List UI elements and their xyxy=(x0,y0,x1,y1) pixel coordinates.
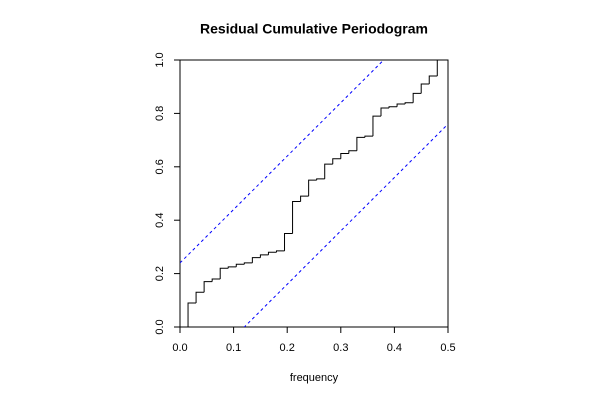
step xyxy=(292,201,301,234)
step xyxy=(251,257,261,263)
y-tick-label: 0.4 xyxy=(154,213,166,228)
y-tick-label: 0.6 xyxy=(154,159,166,174)
step xyxy=(219,267,229,279)
step xyxy=(404,102,414,105)
x-tick-label: 0.5 xyxy=(440,342,455,354)
step xyxy=(324,163,333,179)
x-tick-label: 0.2 xyxy=(280,342,295,354)
confidence-line xyxy=(243,123,448,327)
chart-title: Residual Cumulative Periodogram xyxy=(200,21,428,37)
x-tick-label: 0.4 xyxy=(387,342,402,354)
step xyxy=(284,233,293,251)
step xyxy=(227,266,237,269)
plot-frame xyxy=(179,59,449,328)
step xyxy=(195,291,205,303)
step xyxy=(332,158,341,165)
step xyxy=(412,92,422,103)
y-tick-label: 0.8 xyxy=(154,106,166,121)
y-tick-label: 0.0 xyxy=(154,319,166,334)
x-tick-label: 0.3 xyxy=(333,342,348,354)
step xyxy=(235,263,245,267)
x-tick-label: 0.0 xyxy=(172,342,187,354)
step xyxy=(308,179,317,197)
confidence-line xyxy=(180,60,385,264)
step xyxy=(275,250,285,253)
y-tick-label: 1.0 xyxy=(154,52,166,67)
step xyxy=(364,135,373,138)
step xyxy=(243,262,253,265)
step xyxy=(187,302,197,327)
step xyxy=(211,278,221,282)
step xyxy=(436,60,448,77)
step xyxy=(356,136,365,151)
step xyxy=(388,106,398,109)
step xyxy=(300,195,309,202)
step xyxy=(348,150,357,154)
step xyxy=(428,75,438,85)
x-axis-label: frequency xyxy=(290,372,339,384)
step xyxy=(420,83,430,94)
step xyxy=(340,152,349,159)
y-tick-label: 0.2 xyxy=(154,266,166,281)
step xyxy=(380,107,390,117)
step xyxy=(259,254,269,258)
step xyxy=(372,115,381,137)
step xyxy=(396,103,406,107)
step xyxy=(203,281,213,293)
step xyxy=(267,251,277,255)
step xyxy=(316,178,325,181)
x-tick-label: 0.1 xyxy=(226,342,241,354)
plot-area xyxy=(180,60,448,327)
